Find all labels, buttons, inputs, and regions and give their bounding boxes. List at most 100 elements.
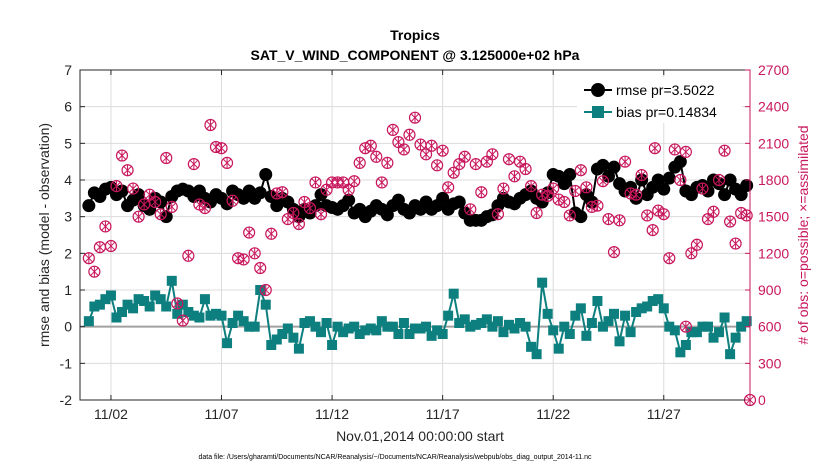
bias-point <box>625 327 636 338</box>
obs-count-point <box>99 220 112 233</box>
obs-count-point <box>126 182 140 195</box>
obs-count-point <box>635 169 648 182</box>
bias-point <box>393 329 404 339</box>
obs-count-point <box>486 148 499 161</box>
bias-point <box>465 321 476 332</box>
bias-point <box>498 327 509 338</box>
obs-count-point <box>657 208 670 221</box>
bias-point <box>398 318 409 328</box>
bias-point <box>277 329 288 339</box>
obs-count-point <box>132 210 145 223</box>
bias-point <box>343 323 354 334</box>
bias-point <box>708 332 719 343</box>
rmse-point <box>436 191 450 205</box>
obs-count-point <box>198 202 212 215</box>
obs-count-point <box>591 199 604 212</box>
bias-point <box>553 343 564 354</box>
bias-point <box>697 321 708 332</box>
obs-count-point <box>712 173 726 187</box>
obs-count-point <box>563 209 576 222</box>
x-tick-label: 11/27 <box>647 406 681 422</box>
obs-count-point <box>364 139 377 152</box>
chart-title: Tropics <box>390 27 440 43</box>
rmse-point <box>673 155 687 169</box>
bias-point <box>432 325 443 336</box>
bias-point <box>614 336 625 347</box>
obs-count-point <box>182 249 195 262</box>
rmse-point <box>220 197 234 211</box>
y-right-tick-label: 2400 <box>758 99 789 115</box>
bias-point <box>481 314 492 325</box>
bias-point <box>470 319 481 330</box>
data-file-footnote: data file: /Users/gharamti/Documents/NCA… <box>198 454 592 461</box>
obs-count-point <box>618 155 632 168</box>
bias-point <box>139 296 150 306</box>
bias-point <box>249 321 260 332</box>
obs-count-point <box>287 206 300 220</box>
bias-point <box>332 321 343 332</box>
bias-point <box>155 294 166 305</box>
legend-bias-marker <box>592 106 604 118</box>
y-tick-label: 0 <box>64 319 72 335</box>
bias-point <box>94 299 105 310</box>
obs-count-point <box>110 180 123 193</box>
obs-count-point <box>690 238 704 251</box>
axis-ticks: 11/02 11/07 11/12 11/17 11/22 11/27 -2 -1 0 1 2 3 4 5… <box>60 62 790 422</box>
rmse-point <box>563 168 577 181</box>
series-bias <box>83 275 752 360</box>
bias-point <box>520 321 531 332</box>
obs-count-point <box>679 145 692 158</box>
obs-count-point <box>679 320 692 333</box>
y-tick-label: 5 <box>64 135 72 151</box>
obs-count-point <box>187 158 200 171</box>
bias-point <box>310 321 321 332</box>
obs-count-point <box>309 176 322 189</box>
rmse-point <box>574 210 588 224</box>
obs-count-point <box>248 247 261 260</box>
obs-count-point <box>204 118 217 132</box>
bias-point <box>166 275 177 286</box>
rmse-point <box>82 199 96 213</box>
obs-count-point <box>569 184 582 198</box>
bias-point <box>194 312 205 323</box>
bias-point <box>83 316 94 327</box>
legend-rmse-marker <box>591 83 605 97</box>
y-tick-label: -2 <box>60 392 73 408</box>
y-axis-label-left: rmse and bias (model - observation) <box>36 123 52 347</box>
bias-point <box>354 329 365 339</box>
obs-count-point <box>491 208 505 221</box>
bias-point <box>653 294 664 305</box>
bias-point <box>730 332 741 343</box>
bias-point <box>680 340 691 350</box>
obs-count-point <box>419 148 433 161</box>
legend-rmse-label: rmse pr=3.5022 <box>616 82 715 98</box>
bias-point <box>537 277 548 288</box>
obs-count-point <box>630 188 643 201</box>
obs-count-point <box>740 209 753 222</box>
chart-subtitle: SAT_V_WIND_COMPONENT @ 3.125000e+02 hPa <box>251 47 580 63</box>
bias-point <box>188 310 199 321</box>
rmse-point <box>452 195 466 209</box>
legend: rmse pr=3.5022 bias pr=0.14834 <box>577 77 742 123</box>
obs-count-point <box>397 143 411 156</box>
bias-point <box>122 299 133 310</box>
obs-count-point <box>663 252 676 265</box>
bias-point <box>443 310 454 321</box>
bias-point <box>603 316 614 327</box>
series-obs-count <box>82 95 757 407</box>
bias-point <box>376 316 387 327</box>
obs-count-point <box>149 195 162 209</box>
legend-box <box>577 77 742 123</box>
obs-count-point <box>176 314 189 327</box>
obs-count-point <box>580 181 593 194</box>
obs-count-point <box>447 166 460 179</box>
obs-count-point <box>442 181 455 194</box>
x-axis-label: Nov.01,2014 00:00:00 start <box>336 428 504 444</box>
bias-point <box>183 307 194 317</box>
obs-count-point <box>115 149 129 162</box>
bias-point <box>144 301 155 312</box>
obs-count-point <box>342 183 355 196</box>
obs-count-point <box>707 205 720 218</box>
obs-count-point <box>403 128 416 141</box>
obs-count-point <box>718 144 731 157</box>
